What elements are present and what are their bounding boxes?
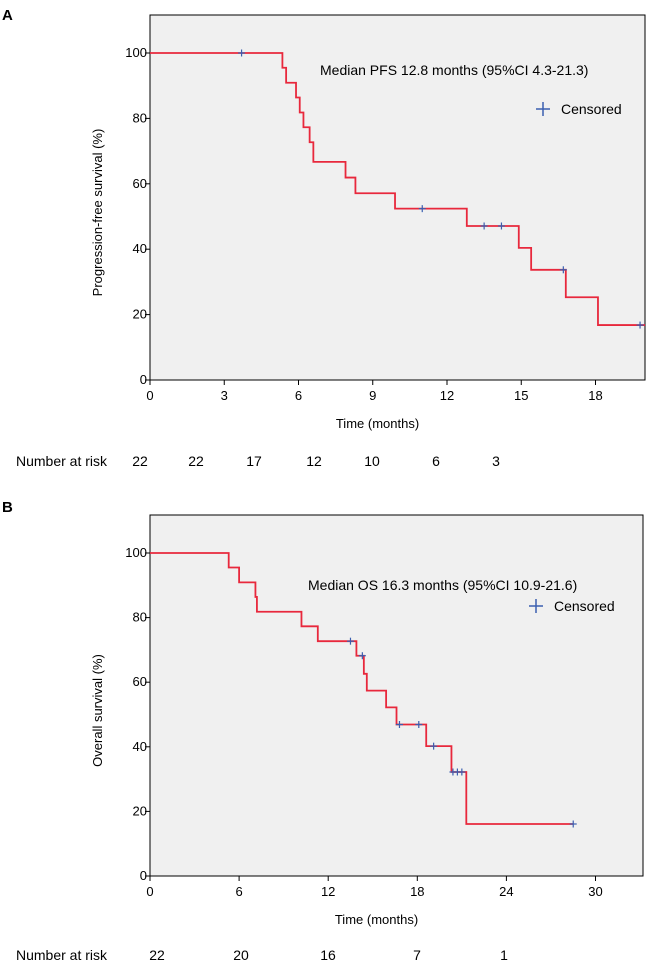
y-tick-label: 20 bbox=[133, 307, 147, 322]
x-tick-label: 0 bbox=[146, 388, 153, 403]
risk-value: 22 bbox=[132, 453, 148, 469]
risk-value: 10 bbox=[364, 453, 380, 469]
y-axis-title: Overall survival (%) bbox=[90, 654, 105, 767]
y-tick-label: 0 bbox=[140, 372, 147, 387]
risk-value: 12 bbox=[306, 453, 322, 469]
risk-table-label: Number at risk bbox=[16, 947, 108, 961]
survival-curve bbox=[150, 52, 645, 326]
censor-mark bbox=[395, 721, 403, 729]
y-tick-label: 20 bbox=[133, 803, 147, 818]
y-tick-label: 40 bbox=[133, 241, 147, 256]
risk-value: 6 bbox=[432, 453, 440, 469]
y-tick-label: 100 bbox=[125, 545, 147, 560]
legend-label: Censored bbox=[561, 101, 622, 117]
censor-mark bbox=[480, 222, 488, 230]
x-tick-label: 3 bbox=[221, 388, 228, 403]
x-axis-title: Time (months) bbox=[335, 912, 418, 927]
risk-table-label: Number at risk bbox=[16, 453, 108, 469]
y-tick-label: 60 bbox=[133, 176, 147, 191]
median-annotation: Median PFS 12.8 months (95%CI 4.3-21.3) bbox=[320, 62, 588, 78]
censor-mark bbox=[238, 49, 246, 57]
x-tick-label: 30 bbox=[588, 884, 602, 899]
panel-label: B bbox=[2, 499, 13, 516]
risk-value: 22 bbox=[149, 947, 165, 961]
x-axis-title: Time (months) bbox=[336, 416, 419, 431]
censor-mark bbox=[346, 637, 354, 645]
risk-value: 1 bbox=[500, 947, 508, 961]
y-tick-label: 80 bbox=[133, 110, 147, 125]
x-tick-label: 18 bbox=[588, 388, 602, 403]
censor-mark bbox=[430, 742, 438, 750]
risk-value: 7 bbox=[413, 947, 421, 961]
censor-mark bbox=[418, 205, 426, 213]
risk-value: 17 bbox=[246, 453, 262, 469]
risk-value: 3 bbox=[492, 453, 500, 469]
median-annotation: Median OS 16.3 months (95%CI 10.9-21.6) bbox=[308, 577, 577, 593]
x-tick-label: 6 bbox=[295, 388, 302, 403]
censor-mark bbox=[559, 266, 567, 274]
panel-b: B 0 20 40 60 80 100 0 6 12 18 24 30 Time (months) Over… bbox=[2, 499, 644, 961]
y-axis-title: Progression-free survival (%) bbox=[90, 129, 105, 297]
censor-mark bbox=[458, 768, 466, 776]
x-tick-label: 18 bbox=[410, 884, 424, 899]
x-tick-label: 15 bbox=[514, 388, 528, 403]
x-tick-label: 9 bbox=[369, 388, 376, 403]
censor-mark bbox=[497, 222, 505, 230]
censor-mark bbox=[358, 652, 366, 660]
panel-label: A bbox=[2, 7, 13, 24]
risk-value: 20 bbox=[233, 947, 249, 961]
legend: Censored bbox=[536, 101, 622, 117]
legend: Censored bbox=[529, 598, 615, 614]
x-tick-label: 12 bbox=[321, 884, 335, 899]
y-tick-label: 40 bbox=[133, 739, 147, 754]
y-tick-label: 0 bbox=[140, 868, 147, 883]
risk-value: 22 bbox=[188, 453, 204, 469]
x-tick-label: 0 bbox=[146, 884, 153, 899]
y-tick-label: 100 bbox=[125, 45, 147, 60]
x-tick-label: 24 bbox=[499, 884, 513, 899]
panel-a: A 0 20 40 60 80 100 0 3 6 9 12 15 18 Time (months) Prog… bbox=[2, 7, 646, 469]
censor-mark bbox=[636, 321, 644, 329]
x-tick-label: 12 bbox=[440, 388, 454, 403]
y-tick-label: 60 bbox=[133, 674, 147, 689]
plot-area bbox=[149, 14, 646, 381]
y-tick-label: 80 bbox=[133, 610, 147, 625]
censor-mark bbox=[569, 820, 577, 828]
x-tick-label: 6 bbox=[235, 884, 242, 899]
risk-value: 16 bbox=[320, 947, 336, 961]
plot-area bbox=[149, 514, 644, 877]
censor-mark bbox=[415, 721, 423, 729]
legend-label: Censored bbox=[554, 598, 615, 614]
